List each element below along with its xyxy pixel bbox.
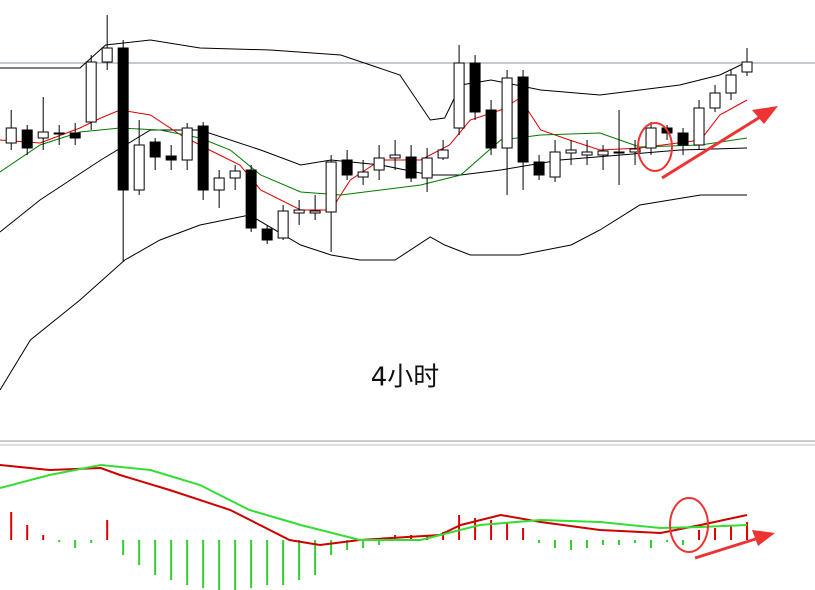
indicator-line <box>0 39 748 121</box>
candle-body <box>565 149 577 154</box>
trend-arrow <box>694 535 763 560</box>
candle-body <box>405 156 417 179</box>
candle-body <box>53 132 65 135</box>
candle-body <box>629 148 641 153</box>
candle-body <box>293 209 305 214</box>
candle-body <box>453 62 465 129</box>
candle-body <box>421 157 433 179</box>
arrow-head <box>752 530 775 546</box>
candle-body <box>741 61 753 73</box>
candle-body <box>245 169 257 229</box>
candle-body <box>325 161 337 213</box>
candle-body <box>261 228 273 241</box>
candle-body <box>341 159 353 176</box>
candle-body <box>501 77 513 149</box>
candle-body <box>149 141 161 158</box>
candle-body <box>725 74 737 94</box>
candle-body <box>485 109 497 149</box>
candle-body <box>37 131 49 139</box>
candle-body <box>181 127 193 161</box>
candle-body <box>533 161 545 176</box>
candle-body <box>645 127 657 149</box>
candle-body <box>277 210 289 239</box>
candle-body <box>213 177 225 191</box>
indicator-line <box>0 194 747 391</box>
highlight-circle <box>637 122 673 172</box>
candle-body <box>69 132 81 139</box>
candle-body <box>709 92 721 109</box>
candle-body <box>517 76 529 163</box>
candle-body <box>85 61 97 123</box>
candle-body <box>469 62 481 113</box>
annotations <box>637 106 778 560</box>
candle-body <box>133 144 145 191</box>
candle-body <box>581 151 593 156</box>
annotation: 4小时 <box>371 363 440 393</box>
candle-body <box>389 154 401 159</box>
candle-body <box>229 170 241 179</box>
highlight-circle <box>669 497 709 553</box>
candle-body <box>677 132 689 146</box>
arrow-head <box>752 106 778 124</box>
candle-body <box>357 171 369 178</box>
candle-body <box>21 129 33 149</box>
candle-body <box>693 107 705 146</box>
candle-body <box>613 151 625 154</box>
candle-body <box>5 127 17 144</box>
candle-body <box>165 155 177 161</box>
candle-body <box>437 149 449 159</box>
candle-body <box>549 151 561 178</box>
candle-body <box>309 210 321 214</box>
candle-body <box>373 157 385 171</box>
candle-body <box>117 47 129 191</box>
trend-arrow <box>661 112 766 180</box>
candle-body <box>101 47 113 63</box>
candle-body <box>197 125 209 191</box>
indicator-line <box>0 463 748 541</box>
candle-body <box>597 150 609 156</box>
